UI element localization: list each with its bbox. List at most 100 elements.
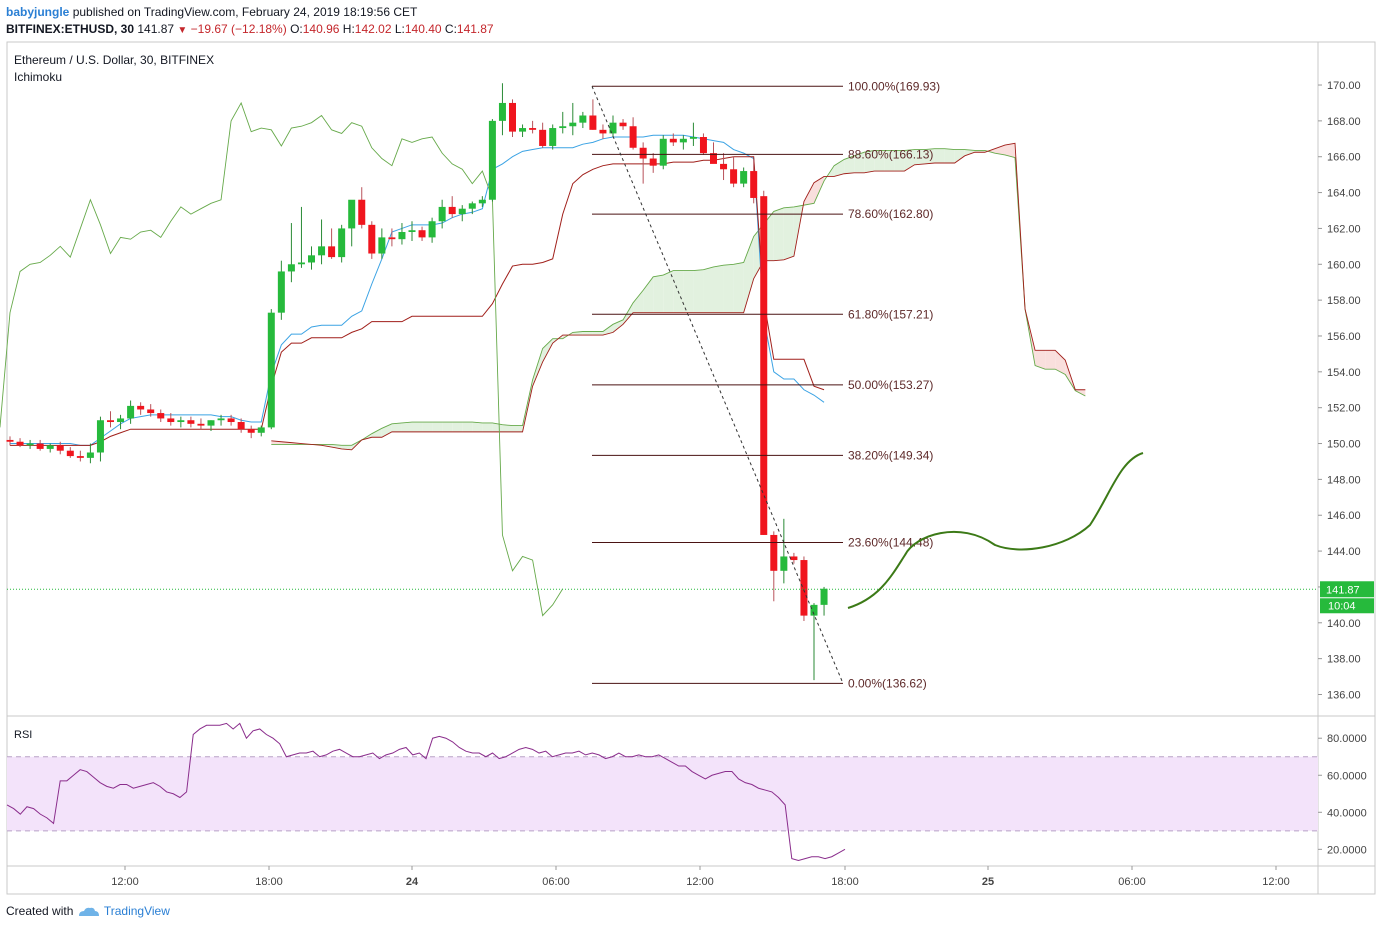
cloud-segment <box>653 275 664 313</box>
cloud-segment <box>592 331 603 336</box>
cloud-segment <box>1045 350 1056 370</box>
time-tick-label: 12:00 <box>686 876 714 888</box>
candle-body <box>770 534 778 571</box>
last-price-value: 141.87 <box>137 22 175 36</box>
candle-body <box>810 604 818 616</box>
last-price-tag <box>1320 581 1374 598</box>
indicator-label: Ichimoku <box>14 70 62 84</box>
candle-body <box>76 456 84 458</box>
tenkan-line <box>10 134 825 446</box>
candle-body <box>498 102 506 121</box>
price-tick-label: 160.00 <box>1327 259 1361 271</box>
candle-body <box>247 429 255 433</box>
cloud-segment <box>391 422 402 432</box>
projection-curve <box>847 452 1144 609</box>
cloud-segment <box>1035 350 1046 370</box>
open-label: O: <box>290 22 303 36</box>
fib-level-label: 50.00%(153.27) <box>848 378 933 392</box>
candle-body <box>358 199 366 225</box>
cloud-segment <box>964 149 975 156</box>
high-label: H: <box>342 22 355 36</box>
candle-body <box>569 122 577 127</box>
fib-level-label: 61.80%(157.21) <box>848 307 933 321</box>
candle-body <box>629 126 637 148</box>
time-tick-label: 25 <box>982 876 994 888</box>
cloud-segment <box>954 149 965 163</box>
price-tick-label: 146.00 <box>1327 510 1361 522</box>
cloud-segment <box>371 428 382 438</box>
candle-body <box>579 115 587 123</box>
cloud-segment <box>834 159 845 177</box>
cloud-segment <box>432 422 443 432</box>
candle-body <box>187 420 195 424</box>
candle-body <box>428 221 436 238</box>
cloud-segment <box>663 270 674 313</box>
price-tick-label: 164.00 <box>1327 188 1361 200</box>
ichimoku-lines <box>0 101 825 617</box>
candle-body <box>539 129 547 146</box>
close-label: C: <box>444 22 457 36</box>
time-tick-label: 06:00 <box>1118 876 1146 888</box>
candle-body <box>308 255 315 263</box>
low-value: 140.40 <box>404 22 442 36</box>
cloud-segment <box>994 145 1005 155</box>
symbol-label: BITFINEX:ETHUSD, 30 <box>6 22 135 36</box>
price-tick-label: 148.00 <box>1327 474 1361 486</box>
published-text: published on TradingView.com, February 2… <box>72 5 418 19</box>
price-tick-label: 152.00 <box>1327 403 1361 415</box>
cloud-segment <box>582 331 593 336</box>
candle-body <box>478 199 486 204</box>
cloud-segment <box>894 150 905 172</box>
time-axis[interactable]: 12:00 18:00 24 06:00 12:00 18:00 25 06:00 12:00 <box>111 866 1290 888</box>
projection-path <box>847 452 1144 609</box>
candle-body <box>137 405 145 410</box>
price-tick-label: 162.00 <box>1327 223 1361 235</box>
candle-body <box>378 237 386 254</box>
rsi-band <box>7 756 1318 831</box>
last-price-tag-label: 141.87 <box>1326 584 1360 596</box>
candle-body <box>36 443 44 449</box>
price-axis[interactable]: 136.00138.00140.00142.00144.00146.00148.… <box>1318 80 1374 701</box>
cloud-segment <box>472 422 483 432</box>
chart-title: Ethereum / U.S. Dollar, 30, BITFINEX <box>14 53 214 67</box>
candle-body <box>6 439 14 442</box>
cloud-segment <box>773 207 784 261</box>
candle-body <box>619 122 627 127</box>
change-value: −19.67 (−12.18%) <box>190 22 287 36</box>
cloud-segment <box>844 155 855 174</box>
ichimoku-cloud <box>271 142 1086 451</box>
rsi-panel: 20.0000 40.0000 60.0000 80.0000 <box>6 722 1367 861</box>
candle-body <box>177 420 185 423</box>
candle-body <box>157 413 165 419</box>
cloud-segment <box>412 422 423 432</box>
chikou-line <box>0 101 564 617</box>
cloud-segment <box>703 266 714 313</box>
time-tick-label: 18:00 <box>255 876 283 888</box>
candle-body <box>710 153 717 164</box>
publish-info: babyjungle published on TradingView.com,… <box>6 5 417 19</box>
cloud-segment <box>824 165 835 181</box>
candle-body <box>328 246 336 258</box>
rsi-tick-label: 80.0000 <box>1327 733 1367 745</box>
cloud-segment <box>482 422 493 432</box>
rsi-tick-label: 40.0000 <box>1327 807 1367 819</box>
cloud-segment <box>713 265 724 313</box>
candle-body <box>820 588 828 605</box>
candle-body <box>740 171 748 184</box>
cloud-segment <box>924 148 935 164</box>
candle-body <box>237 422 245 430</box>
candle-body <box>589 115 597 130</box>
cloud-segment <box>1004 143 1015 158</box>
fib-level-label: 23.60%(144.48) <box>848 535 933 549</box>
price-tick-label: 138.00 <box>1327 654 1361 666</box>
cloud-segment <box>613 319 624 333</box>
candle-body <box>147 409 155 414</box>
candle-body <box>800 560 808 616</box>
candle-body <box>86 452 94 458</box>
author-link[interactable]: babyjungle <box>6 5 70 19</box>
tradingview-brand-link[interactable]: TradingView <box>103 904 170 918</box>
candle-body <box>348 199 356 229</box>
candle-body <box>458 208 466 215</box>
candle-body <box>669 138 677 143</box>
